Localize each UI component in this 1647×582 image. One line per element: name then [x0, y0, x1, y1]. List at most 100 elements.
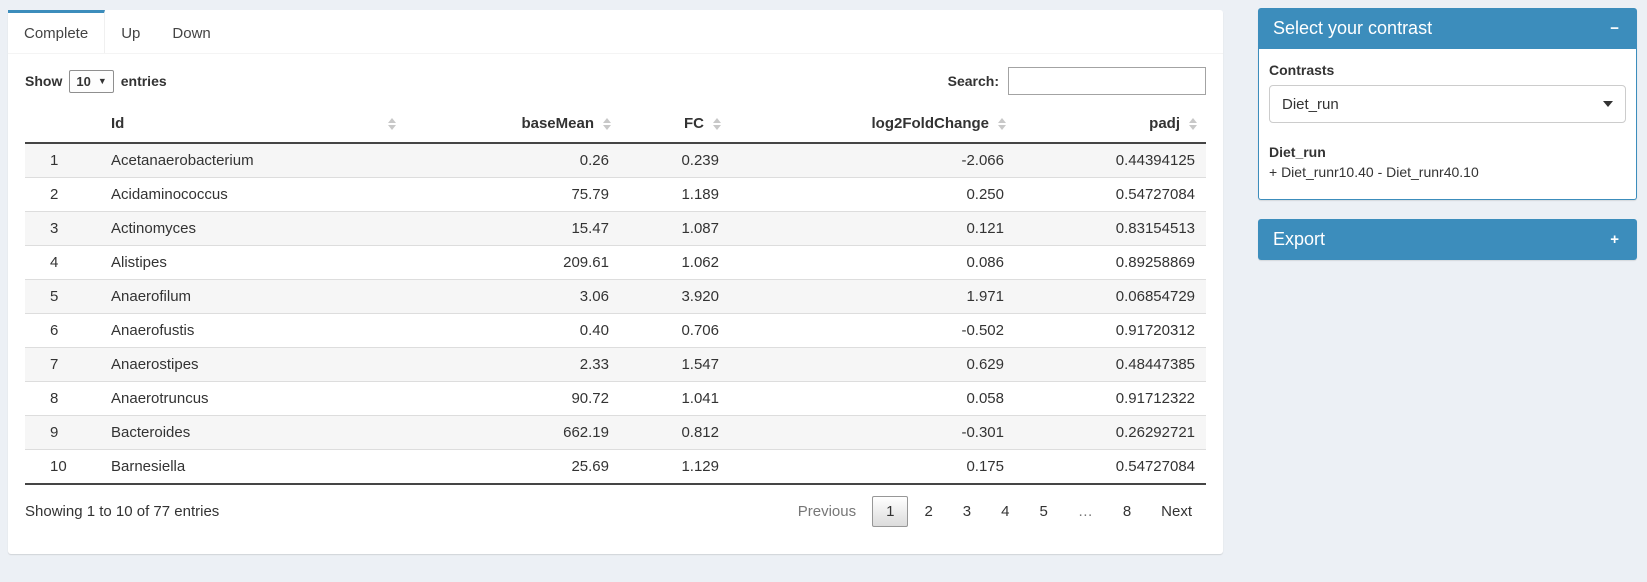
cell-fc: 1.062 — [620, 245, 730, 280]
table-row[interactable]: 5 Anaerofilum 3.06 3.920 1.971 0.06854729 — [25, 279, 1206, 314]
tab-down[interactable]: Down — [172, 25, 211, 42]
search-label: Search: — [947, 73, 999, 89]
contrast-panel-body: Contrasts Diet_run Diet_run + Diet_runr1… — [1258, 49, 1637, 200]
sidebar-column: Select your contrast − Contrasts Diet_ru… — [1258, 8, 1637, 260]
cell-index: 7 — [25, 347, 100, 382]
column-label: Id — [111, 115, 125, 132]
contrast-formula: + Diet_runr10.40 - Diet_runr40.10 — [1269, 164, 1479, 180]
cell-log2fc: 0.175 — [730, 449, 1015, 484]
column-label: padj — [1149, 115, 1180, 132]
cell-padj: 0.83154513 — [1015, 211, 1206, 246]
cell-base_mean: 2.33 — [405, 347, 620, 382]
contrast-select[interactable]: Diet_run — [1269, 85, 1626, 123]
page-length-control: Show 10 ▼ entries — [25, 69, 167, 93]
cell-fc: 0.706 — [620, 313, 730, 348]
cell-id: Anaerotruncus — [100, 381, 405, 416]
cell-base_mean: 209.61 — [405, 245, 620, 280]
page-button-3[interactable]: 3 — [962, 503, 972, 520]
sort-icon — [1189, 117, 1197, 130]
cell-index: 8 — [25, 381, 100, 416]
cell-log2fc: 1.971 — [730, 279, 1015, 314]
caret-down-icon — [1603, 101, 1613, 107]
cell-log2fc: 0.629 — [730, 347, 1015, 382]
page-button-ellipsis: … — [1077, 503, 1093, 520]
cell-base_mean: 0.40 — [405, 313, 620, 348]
table-row[interactable]: 4 Alistipes 209.61 1.062 0.086 0.89258869 — [25, 245, 1206, 280]
cell-padj: 0.54727084 — [1015, 449, 1206, 484]
table-header-row: Id baseMean FC log2FoldChange padj — [25, 105, 1206, 144]
cell-base_mean: 15.47 — [405, 211, 620, 246]
column-header-padj[interactable]: padj — [1015, 105, 1206, 144]
cell-log2fc: 0.121 — [730, 211, 1015, 246]
cell-log2fc: 0.086 — [730, 245, 1015, 280]
column-label: log2FoldChange — [871, 115, 990, 132]
column-header-index — [25, 105, 100, 144]
column-header-log2fc[interactable]: log2FoldChange — [730, 105, 1015, 144]
cell-index: 1 — [50, 152, 59, 169]
cell-padj: 0.91720312 — [1015, 313, 1206, 348]
table-footer: Showing 1 to 10 of 77 entries Previous 1 2… — [8, 485, 1223, 527]
table-row[interactable]: 10 Barnesiella 25.69 1.129 0.175 0.54727084 — [25, 449, 1206, 484]
page-button-5[interactable]: 5 — [1039, 503, 1048, 520]
cell-fc: 0.239 — [681, 152, 719, 169]
cell-padj: 0.91712322 — [1015, 381, 1206, 416]
contrast-name: Diet_run — [1269, 144, 1326, 160]
cell-base_mean: 25.69 — [405, 449, 620, 484]
table-row[interactable]: 7 Anaerostipes 2.33 1.547 0.629 0.48447385 — [25, 347, 1206, 382]
table-row[interactable]: 9 Bacteroides 662.19 0.812 -0.301 0.26292721 — [25, 415, 1206, 450]
pagination: Previous 1 2 3 4 5 … 8 Next — [782, 496, 1206, 527]
sort-icon — [388, 117, 396, 130]
column-header-fc[interactable]: FC — [620, 105, 730, 144]
cell-id: Anaerofilum — [100, 279, 405, 314]
table-row[interactable]: 3 Actinomyces 15.47 1.087 0.121 0.83154513 — [25, 211, 1206, 246]
table-row[interactable]: 6 Anaerofustis 0.40 0.706 -0.502 0.91720312 — [25, 313, 1206, 348]
page-button-next[interactable]: Next — [1161, 503, 1192, 520]
cell-base_mean: 3.06 — [405, 279, 620, 314]
results-card: Complete Up Down Show 10 ▼ entries Search:… — [8, 10, 1223, 554]
expand-plus-icon[interactable]: + — [1610, 231, 1619, 248]
cell-log2fc: -0.301 — [730, 415, 1015, 450]
cell-index: 2 — [25, 177, 100, 212]
cell-id: Actinomyces — [100, 211, 405, 246]
export-panel-header[interactable]: Export + — [1258, 219, 1637, 260]
collapse-minus-icon[interactable]: − — [1610, 20, 1619, 37]
cell-index: 3 — [25, 211, 100, 246]
tab-bar: Complete Up Down — [8, 10, 1223, 54]
cell-padj: 0.54727084 — [1015, 177, 1206, 212]
cell-id: Barnesiella — [100, 449, 405, 484]
cell-log2fc: -2.066 — [961, 152, 1004, 169]
table-row[interactable]: 2 Acidaminococcus 75.79 1.189 0.250 0.5472708… — [25, 177, 1206, 212]
page-button-8[interactable]: 8 — [1122, 503, 1132, 520]
contrast-select-value: Diet_run — [1282, 95, 1339, 113]
contrast-panel-header[interactable]: Select your contrast − — [1258, 8, 1637, 49]
page-button-2[interactable]: 2 — [924, 503, 933, 520]
cell-id: Bacteroides — [100, 415, 405, 450]
cell-fc: 0.812 — [620, 415, 730, 450]
contrast-panel: Select your contrast − Contrasts Diet_ru… — [1258, 8, 1637, 200]
cell-base_mean: 662.19 — [405, 415, 620, 450]
sort-icon — [713, 117, 721, 130]
table-row[interactable]: 1 Acetanaerobacterium 0.26 0.239 -2.066 0.443… — [25, 143, 1206, 178]
page-length-select[interactable]: 10 ▼ — [69, 69, 114, 93]
page-button-1[interactable]: 1 — [872, 496, 909, 527]
search-control: Search: — [948, 67, 1206, 95]
cell-id: Alistipes — [100, 245, 405, 280]
export-panel-title: Export — [1273, 229, 1326, 249]
show-label: Show — [25, 73, 63, 89]
table-info: Showing 1 to 10 of 77 entries — [25, 503, 220, 520]
tab-up[interactable]: Up — [121, 25, 141, 42]
column-header-id[interactable]: Id — [100, 105, 405, 144]
column-header-base_mean[interactable]: baseMean — [405, 105, 620, 144]
cell-index: 4 — [25, 245, 100, 280]
tab-complete[interactable]: Complete — [8, 10, 106, 53]
search-input[interactable] — [1008, 67, 1206, 95]
page-button-previous: Previous — [797, 503, 857, 520]
cell-index: 10 — [25, 449, 100, 484]
cell-id: Anaerostipes — [100, 347, 405, 382]
table-controls: Show 10 ▼ entries Search: — [8, 54, 1223, 105]
table-row[interactable]: 8 Anaerotruncus 90.72 1.041 0.058 0.91712322 — [25, 381, 1206, 416]
entries-label: entries — [120, 73, 167, 89]
cell-log2fc: 0.058 — [730, 381, 1015, 416]
page-button-4[interactable]: 4 — [1001, 503, 1010, 520]
cell-id: Anaerofustis — [100, 313, 405, 348]
